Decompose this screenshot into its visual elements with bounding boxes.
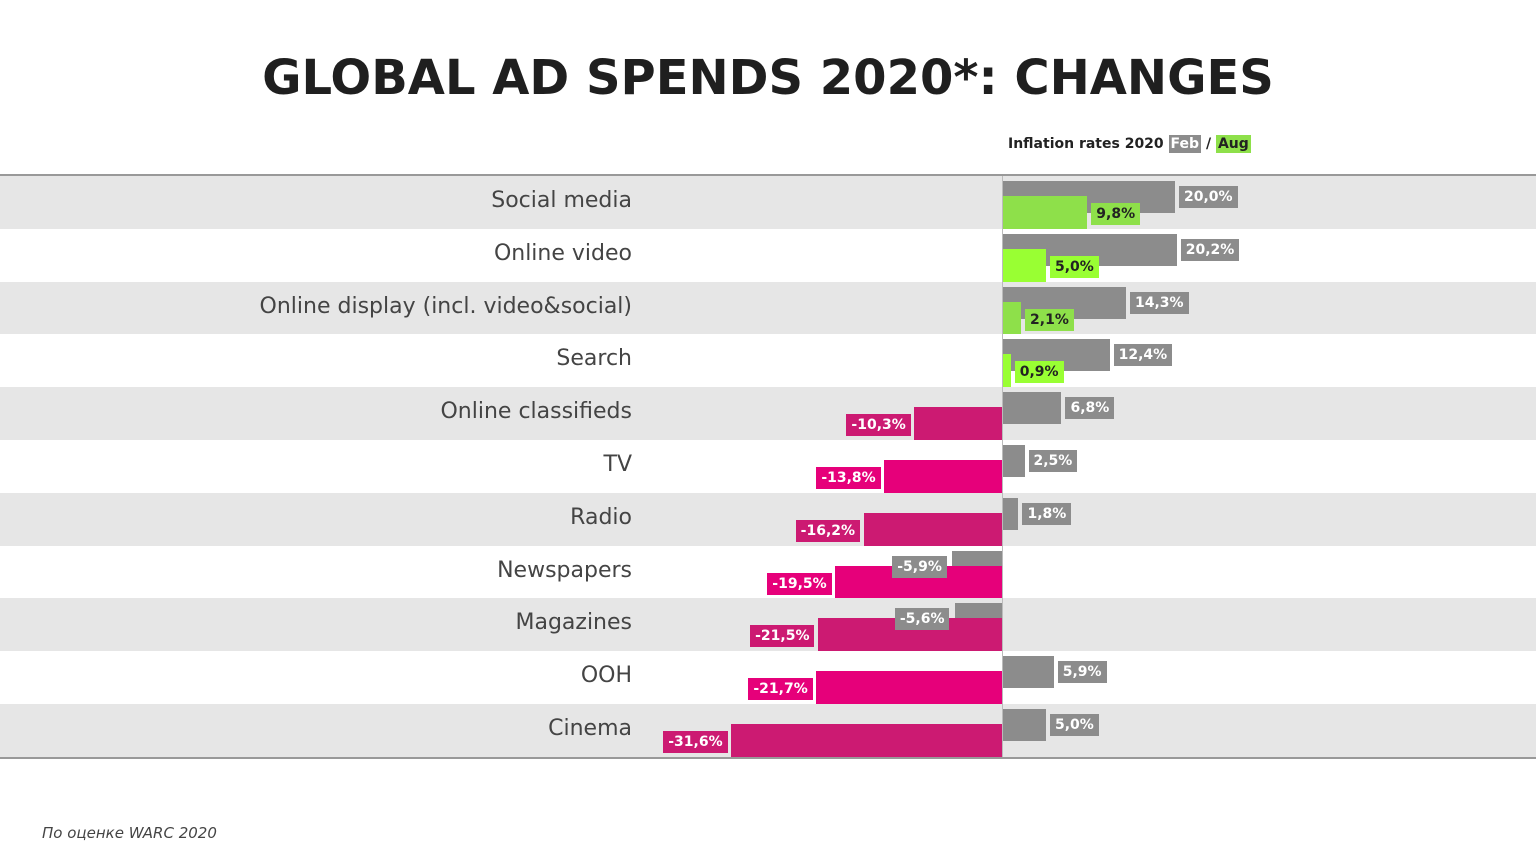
aug-bar [884, 460, 1003, 493]
category-label: Online video [493, 240, 632, 266]
chart-title: GLOBAL AD SPENDS 2020*: CHANGES [262, 50, 1274, 106]
category-label: Magazines [515, 610, 632, 636]
category-label: Online classifieds [440, 399, 632, 425]
legend: Inflation rates 2020 Feb / Aug [1008, 135, 1251, 153]
feb-value-label: 1,8% [1022, 502, 1072, 525]
category-label: Radio [570, 504, 632, 530]
legend-sep: / [1205, 136, 1212, 152]
row-background [0, 176, 1536, 229]
aug-bar [1003, 354, 1011, 388]
category-label: Newspapers [497, 557, 632, 583]
aug-value-label: -13,8% [816, 467, 881, 489]
aug-bar [816, 671, 1003, 704]
aug-value-label: -19,5% [767, 572, 832, 595]
category-label: TV [603, 452, 633, 477]
legend-feb: Feb [1168, 135, 1202, 153]
feb-bar [1003, 392, 1062, 425]
legend-aug: Aug [1215, 135, 1251, 153]
row-background [0, 281, 1536, 335]
row-background [0, 440, 1536, 493]
aug-value-label: -21,7% [748, 678, 813, 701]
feb-bar [1003, 497, 1019, 530]
aug-value-label: 2,1% [1025, 308, 1074, 331]
aug-value-label: -10,3% [846, 414, 911, 437]
feb-bar [1003, 656, 1054, 689]
aug-bar [1003, 248, 1046, 282]
aug-value-label: -31,6% [663, 731, 728, 753]
feb-value-label: 14,3% [1129, 291, 1189, 314]
axis-bottom-line [0, 756, 1536, 759]
aug-bar [914, 407, 1003, 440]
aug-value-label: 0,9% [1014, 361, 1064, 384]
feb-value-label: 20,2% [1180, 238, 1240, 261]
source-note: По оценке WARC 2020 [42, 824, 217, 842]
category-label: Online display (incl. video&social) [259, 293, 632, 319]
row-background [0, 228, 1536, 282]
zero-line [1002, 176, 1003, 757]
category-label: Cinema [548, 716, 632, 741]
category-label: OOH [580, 663, 632, 689]
aug-value-label: 5,0% [1050, 255, 1099, 278]
feb-value-label: 20,0% [1179, 186, 1238, 208]
feb-bar [1003, 709, 1046, 741]
feb-value-label: 6,8% [1065, 397, 1115, 420]
row-background [0, 334, 1536, 388]
aug-value-label: -16,2% [795, 519, 861, 542]
feb-value-label: -5,9% [892, 555, 947, 578]
feb-value-label: -5,6% [894, 608, 950, 631]
feb-value-label: 12,4% [1113, 344, 1173, 367]
category-label: Social media [491, 188, 632, 213]
aug-bar [731, 724, 1003, 757]
row-background [0, 387, 1536, 440]
row-background [0, 492, 1536, 546]
feb-value-label: 5,0% [1050, 714, 1099, 736]
feb-value-label: 5,9% [1057, 661, 1107, 684]
legend-prefix: Inflation rates 2020 [1008, 136, 1164, 152]
aug-value-label: -21,5% [750, 625, 815, 648]
aug-bar [863, 512, 1003, 546]
category-label: Search [556, 346, 632, 372]
feb-bar [1003, 445, 1025, 477]
feb-value-label: 2,5% [1028, 450, 1078, 472]
aug-value-label: 9,8% [1091, 203, 1141, 225]
aug-bar [1003, 196, 1088, 229]
axis-top-line [0, 174, 1536, 176]
aug-bar [1003, 301, 1022, 335]
